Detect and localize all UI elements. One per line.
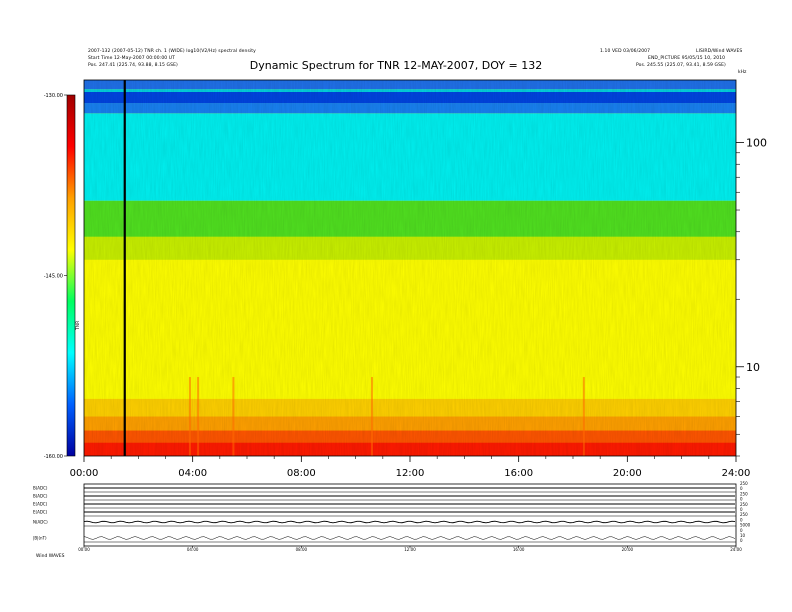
colorbar-tick-label: -145.00 [44,274,63,280]
bottom-right-label: 5000 [740,523,751,528]
y-axis-unit: kHz [738,69,747,75]
bottom-right-label: 250 [740,481,748,486]
bottom-row-label: B(ADC) [33,486,48,491]
burst-streak [370,377,373,456]
header-left-line-3: Pos. 247.41 (225.74, 93.88, 8.15 GSE) [88,63,178,68]
colorbar-gradient [66,94,76,457]
bottom-panel-frame [83,483,737,547]
bottom-panel: B(ADC) B(ADC) E(ADC) E(ADC) N(ADC) |B|(nT) 250… [33,481,751,559]
header-left-line-1: 2007-132 (2007-05-12) TNR ch. 1 (WIDE) l… [88,49,256,54]
bottom-right-label: 10 [740,533,746,538]
x-tick-label: 20:00 [613,468,642,479]
burst-streak [188,377,191,456]
y-tick-label: 100 [746,137,767,150]
bottom-x-tick-label: 20:00 [622,547,634,552]
bottom-x-tick-label: 24:00 [730,547,742,552]
bottom-row-trace [83,520,736,524]
spectrogram-plot: kHz 100 10 00:00 04:00 08:00 12:00 16:00 20:00 24… [70,69,767,479]
header-left-line-2: Start Time 12-May-2007 00:00:00 UT [88,56,176,61]
spectrogram-texture [84,80,736,456]
x-tick-label: 24:00 [722,468,751,479]
header-right-line-1: 1.10 VED 03/06/2007 [600,49,651,54]
bottom-footer-label: Wind WAVES [36,553,65,559]
chart-title: Dynamic Spectrum for TNR 12-MAY-2007, DO… [249,59,543,72]
colorbar: -130.00 -145.00 -160.00 TNR [44,93,81,460]
bottom-x-tick-label: 04:00 [187,547,199,552]
burst-streak [232,377,235,456]
bottom-right-label: 250 [740,491,748,496]
colorbar-tick-label: -130.00 [44,93,63,99]
header-right-line-3: Pos. 245.55 (225.07, 93.41, 8.59 GSE) [636,63,726,68]
x-tick-label: 08:00 [287,468,316,479]
burst-streak [582,377,585,456]
bottom-x-tick-label: 16:00 [513,547,525,552]
colorbar-tick-label: -160.00 [44,454,63,460]
bottom-right-label: 0 [740,517,743,522]
bottom-right-label: 250 [740,502,748,507]
bottom-right-label: 0 [740,497,743,502]
header-right-line-2: END_PICTURE 95/05/15 10, 2010 [648,56,726,61]
y-tick-label: 10 [746,361,760,374]
header-right-top: LISIRD/Wind WAVES [696,49,743,54]
burst-streak [197,377,200,456]
x-tick-label: 16:00 [504,468,533,479]
bottom-right-label: 250 [740,512,748,517]
x-tick-label: 04:00 [178,468,207,479]
bottom-row-label: E(ADC) [33,502,48,507]
bottom-x-tick-label: 08:00 [296,547,308,552]
bottom-x-tick-label: 12:00 [404,547,416,552]
x-tick-label: 00:00 [70,468,99,479]
bottom-row-label: B(ADC) [33,494,48,499]
bottom-row-label: |B|(nT) [33,536,47,541]
x-tick-label: 12:00 [396,468,425,479]
bottom-right-label: 0 [740,507,743,512]
bottom-x-tick-label: 00:00 [78,547,90,552]
bottom-row-trace [83,536,736,540]
bottom-right-label: 0 [740,528,743,533]
bottom-row-label: N(ADC) [33,520,48,525]
bottom-right-label: 0 [740,486,743,491]
bottom-row-label: E(ADC) [33,510,48,515]
colorbar-label: TNR [75,321,81,331]
bottom-right-label: 0 [740,538,743,543]
